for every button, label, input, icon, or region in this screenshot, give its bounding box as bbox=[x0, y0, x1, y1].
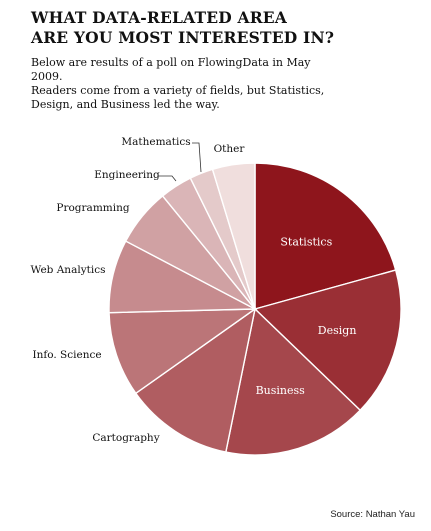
chart-subtitle-line1: Below are results of a poll on FlowingDa… bbox=[31, 56, 311, 83]
chart-title: WHAT DATA-RELATED AREA ARE YOU MOST INTE… bbox=[31, 8, 421, 48]
slice-label-statistics: Statistics bbox=[280, 236, 332, 249]
slice-label-programming: Programming bbox=[56, 202, 129, 214]
chart-subtitle: Below are results of a poll on FlowingDa… bbox=[31, 56, 341, 112]
leader-line-mathematics bbox=[192, 142, 202, 173]
source-note: Source: Nathan Yau bbox=[330, 509, 415, 520]
pie-slice-business bbox=[225, 307, 362, 456]
slice-label-mathematics: Mathematics bbox=[121, 136, 190, 148]
leader-line-engineering bbox=[158, 175, 177, 182]
slice-label-info-science: Info. Science bbox=[32, 349, 101, 361]
slice-label-cartography: Cartography bbox=[92, 432, 159, 444]
slice-label-web-analytics: Web Analytics bbox=[31, 264, 106, 276]
chart-subtitle-line3: Design, and Business led the way. bbox=[31, 98, 220, 111]
slice-label-engineering: Engineering bbox=[94, 169, 160, 181]
pie-slice-design bbox=[253, 269, 402, 412]
pie-slice-info-science bbox=[108, 308, 258, 395]
chart-title-line2: ARE YOU MOST INTERESTED IN? bbox=[31, 28, 335, 47]
chart-subtitle-line2: Readers come from a variety of fields, b… bbox=[31, 84, 325, 97]
slice-label-design: Design bbox=[318, 324, 357, 337]
chart-title-line1: WHAT DATA-RELATED AREA bbox=[31, 8, 288, 27]
pie-slice-other bbox=[211, 162, 256, 310]
pie-slice-statistics bbox=[254, 162, 397, 310]
slice-label-other: Other bbox=[214, 143, 246, 155]
pie-slice-cartography bbox=[134, 307, 257, 453]
slice-label-business: Business bbox=[256, 384, 306, 397]
